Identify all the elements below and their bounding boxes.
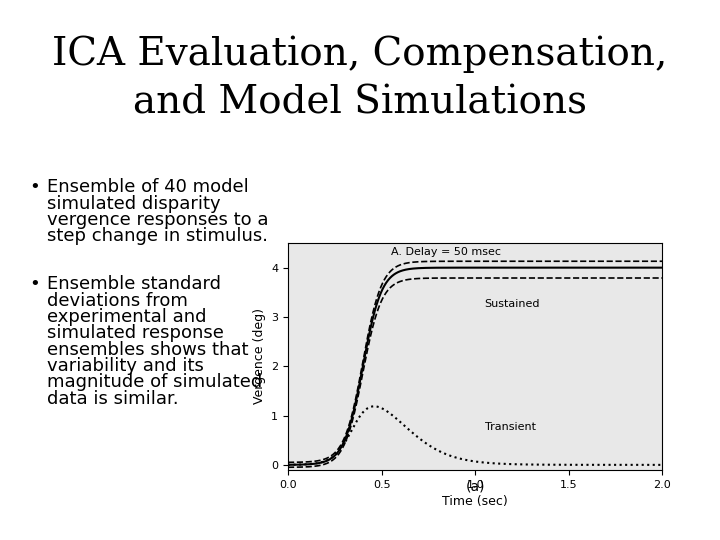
Text: simulated response: simulated response [47,325,224,342]
Y-axis label: Vergence (deg): Vergence (deg) [253,308,266,404]
Text: vergence responses to a: vergence responses to a [47,211,269,229]
Text: ICA Evaluation, Compensation,: ICA Evaluation, Compensation, [53,35,667,73]
Text: •: • [29,178,40,196]
Text: variability and its: variability and its [47,357,204,375]
Text: deviations from: deviations from [47,292,188,310]
Text: magnitude of simulated: magnitude of simulated [47,374,262,391]
Text: Ensemble standard: Ensemble standard [47,275,221,293]
Text: simulated disparity: simulated disparity [47,194,220,213]
Text: (a): (a) [465,479,485,493]
Text: experimental and: experimental and [47,308,207,326]
Text: Transient: Transient [485,422,536,433]
X-axis label: Time (sec): Time (sec) [442,495,508,508]
Text: data is similar.: data is similar. [47,390,179,408]
Text: Sustained: Sustained [485,299,540,309]
Text: step change in stimulus.: step change in stimulus. [47,227,268,245]
Text: A. Delay = 50 msec: A. Delay = 50 msec [391,247,501,258]
Text: and Model Simulations: and Model Simulations [133,84,587,121]
Text: Ensemble of 40 model: Ensemble of 40 model [47,178,248,196]
Text: ensembles shows that: ensembles shows that [47,341,248,359]
Text: •: • [29,275,40,293]
